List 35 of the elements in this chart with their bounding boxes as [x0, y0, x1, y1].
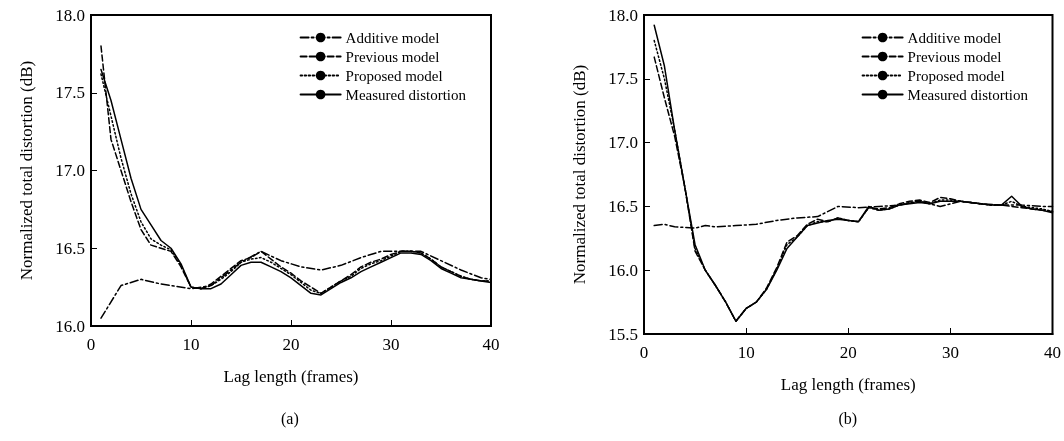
y-tick-label: 18.0 — [55, 5, 85, 25]
y-tick-label: 16.5 — [55, 238, 85, 258]
legend-label: Proposed model — [345, 67, 443, 84]
y-tick-label: 16.0 — [608, 260, 638, 280]
legend-label: Measured distortion — [907, 86, 1029, 103]
text: (a) — [281, 409, 299, 428]
x-axis-title: Lag length (frames) — [780, 375, 916, 394]
legend-label: Measured distortion — [345, 86, 467, 103]
y-tick-label: 16.0 — [55, 316, 85, 336]
x-tick-label: 40 — [482, 335, 500, 354]
x-tick-label: 20 — [839, 343, 857, 362]
y-tick-label: 17.0 — [608, 133, 638, 153]
y-tick-label: 17.0 — [55, 161, 85, 180]
text: (b) — [838, 409, 858, 428]
y-axis-title: Normalized total distortion (dB) — [570, 64, 589, 285]
y-tick-label: 18.0 — [608, 5, 638, 25]
y-tick-label: 17.5 — [608, 69, 638, 89]
y-tick-label: 16.5 — [608, 196, 638, 216]
legend-label: Previous model — [345, 48, 440, 65]
x-tick-label: 10 — [737, 343, 755, 362]
x-tick-label: 0 — [639, 343, 649, 362]
legend-label: Additive model — [345, 29, 440, 46]
x-tick-label: 30 — [382, 335, 400, 354]
y-axis-title: Normalized total distortion (dB) — [17, 60, 36, 281]
x-tick-label: 20 — [282, 335, 300, 354]
legend-label: Previous model — [907, 48, 1002, 65]
legend-label: Proposed model — [907, 67, 1005, 84]
legend-label: Additive model — [907, 29, 1002, 46]
x-tick-label: 10 — [182, 335, 200, 354]
y-tick-label: 15.5 — [608, 324, 638, 344]
x-tick-label: 30 — [941, 343, 959, 362]
x-axis-title: Lag length (frames) — [223, 367, 359, 386]
x-tick-label: 0 — [86, 335, 96, 354]
y-tick-label: 17.5 — [55, 83, 85, 103]
x-tick-label: 40 — [1044, 343, 1061, 362]
